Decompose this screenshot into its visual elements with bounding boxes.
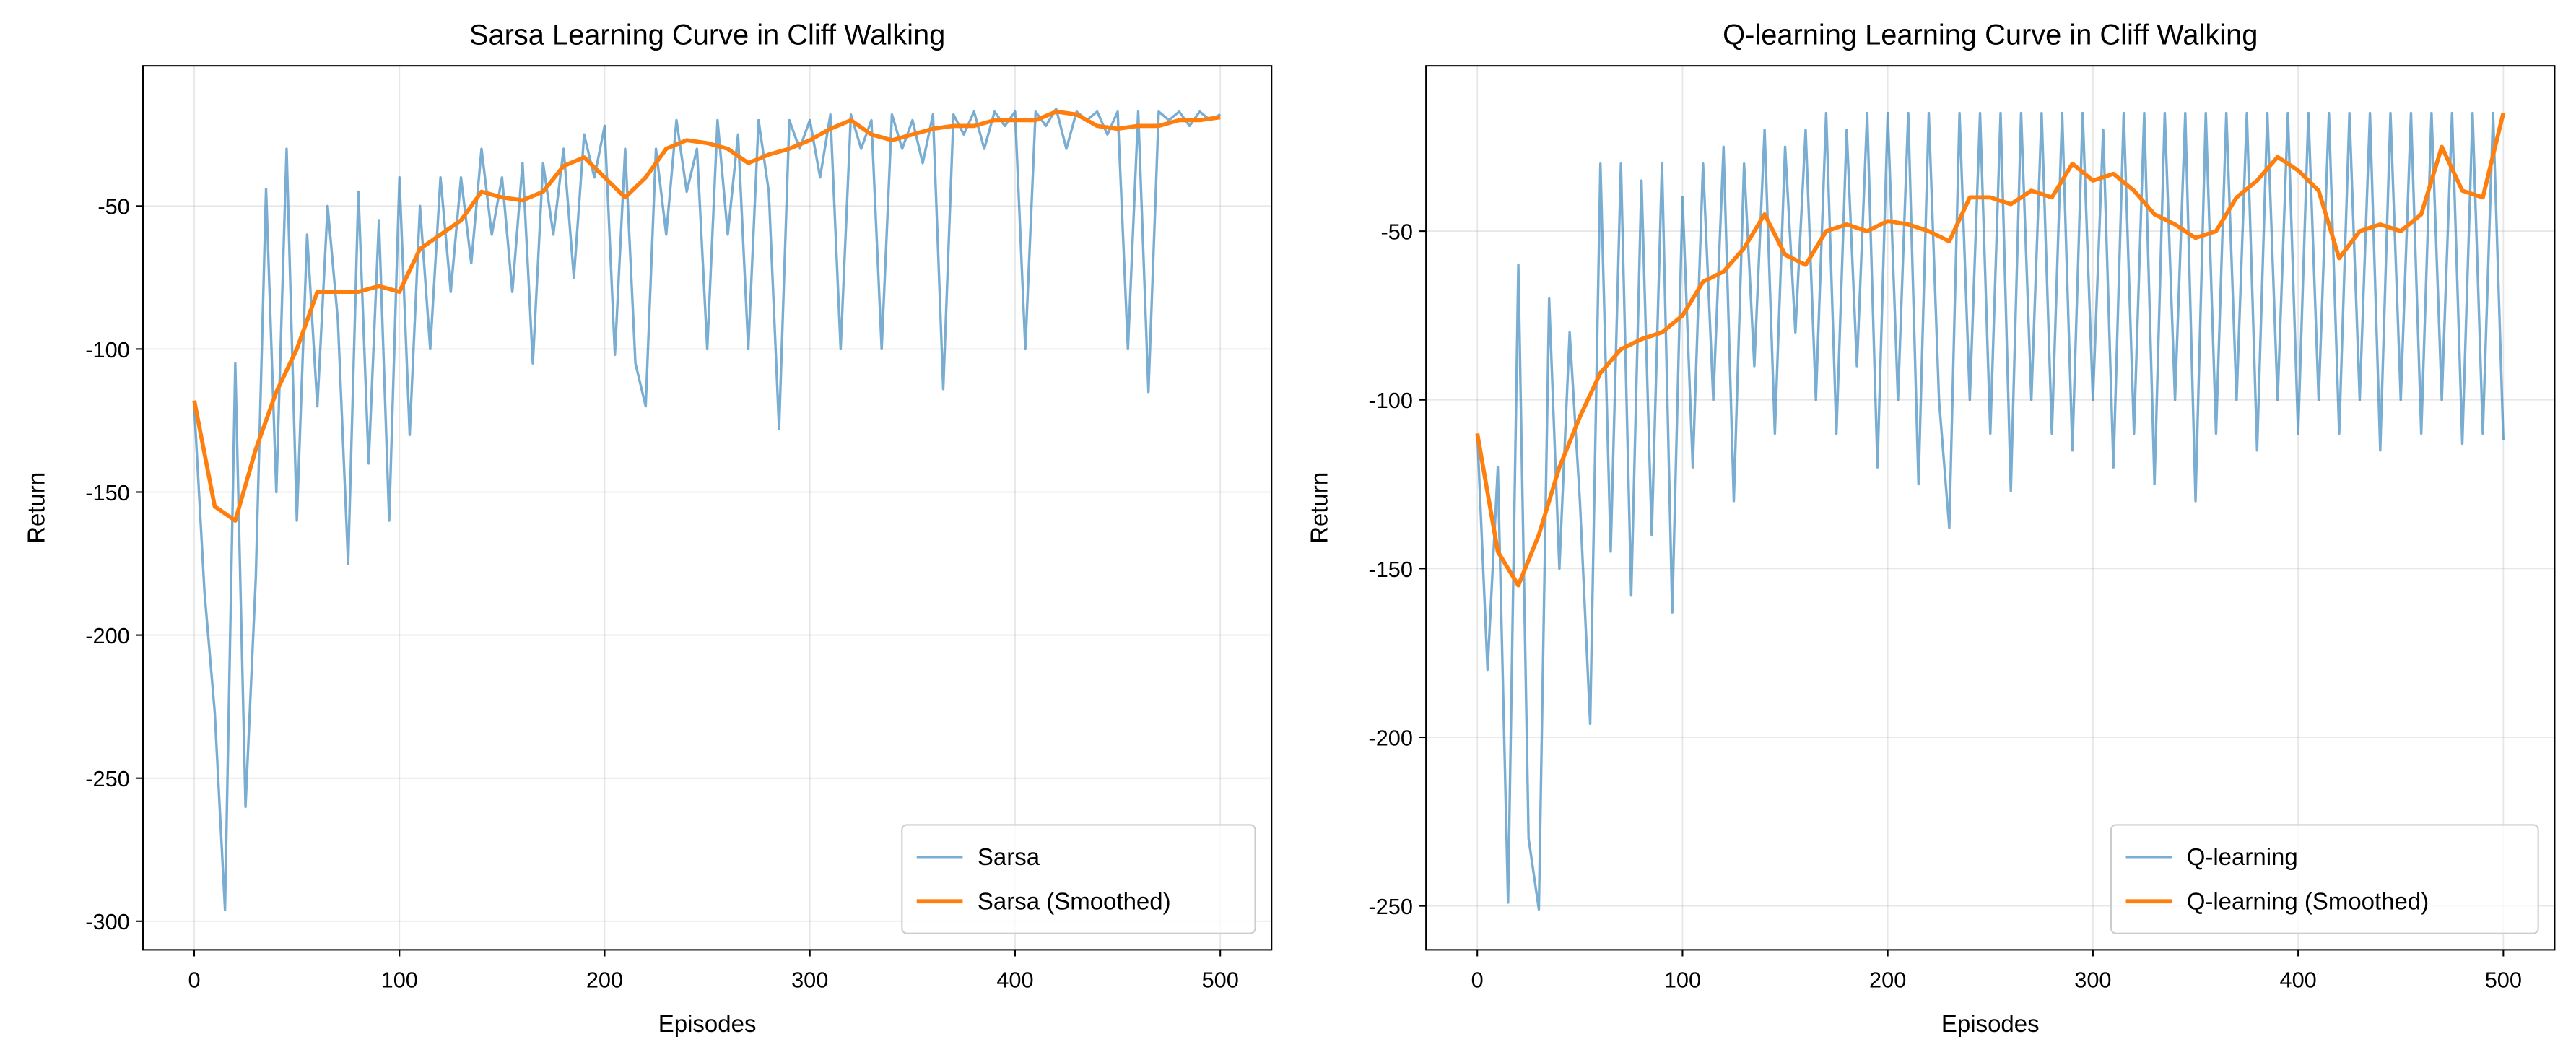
chart-title: Sarsa Learning Curve in Cliff Walking <box>469 19 945 51</box>
x-tick-label: 0 <box>1471 968 1484 993</box>
data-line <box>1476 111 2505 911</box>
data-line <box>192 109 1221 523</box>
x-tick-label: 500 <box>1202 968 1239 993</box>
legend-box <box>2110 824 2539 934</box>
x-tick-label: 300 <box>791 968 828 993</box>
x-axis-label: Episodes <box>1941 1010 2040 1037</box>
legend-label: Q-learning <box>2187 843 2298 870</box>
legend: Q-learning Q-learning (Smoothed) <box>2110 824 2539 934</box>
axes-frame <box>1425 65 2556 951</box>
x-tick-label: 500 <box>2485 968 2522 993</box>
data-line <box>193 107 1222 911</box>
x-axis-label: Episodes <box>658 1010 757 1037</box>
legend-label: Sarsa (Smoothed) <box>978 888 1171 915</box>
chart-title: Q-learning Learning Curve in Cliff Walki… <box>1723 19 2258 51</box>
x-tick-label: 200 <box>1869 968 1906 993</box>
y-axis-label: Return <box>22 472 49 544</box>
y-tick-label: -200 <box>85 623 129 648</box>
legend-label: Q-learning (Smoothed) <box>2187 888 2429 915</box>
x-tick-label: 300 <box>2074 968 2111 993</box>
x-tick-label: 100 <box>381 968 418 993</box>
data-line <box>1475 112 2506 588</box>
legend-label: Sarsa <box>978 843 1040 870</box>
y-tick-label: -150 <box>85 480 129 505</box>
y-tick-label: -100 <box>1368 388 1412 413</box>
y-tick-label: -50 <box>97 194 129 220</box>
y-tick-label: -150 <box>1368 557 1412 582</box>
x-tick-label: 400 <box>2280 968 2317 993</box>
y-tick-label: -200 <box>1368 725 1412 750</box>
legend-box <box>901 824 1256 934</box>
y-tick-label: -300 <box>85 909 129 934</box>
axes-frame <box>142 65 1273 951</box>
legend: Sarsa Sarsa (Smoothed) <box>901 824 1256 934</box>
y-axis-label: Return <box>1306 472 1333 544</box>
x-tick-label: 200 <box>586 968 623 993</box>
x-tick-label: 0 <box>188 968 200 993</box>
y-tick-label: -50 <box>1381 220 1413 245</box>
subplot: 0 100 200 300 400 500 -300 -250 -200 -150 -100 -50 S… <box>22 19 1273 1037</box>
y-tick-label: -250 <box>85 766 129 791</box>
subplot: 0 100 200 300 400 500 -250 -200 -150 -100 -50 Q-lea… <box>1306 19 2556 1037</box>
y-tick-label: -100 <box>85 337 129 362</box>
x-tick-label: 100 <box>1664 968 1701 993</box>
y-tick-label: -250 <box>1368 894 1412 919</box>
x-tick-label: 400 <box>996 968 1033 993</box>
